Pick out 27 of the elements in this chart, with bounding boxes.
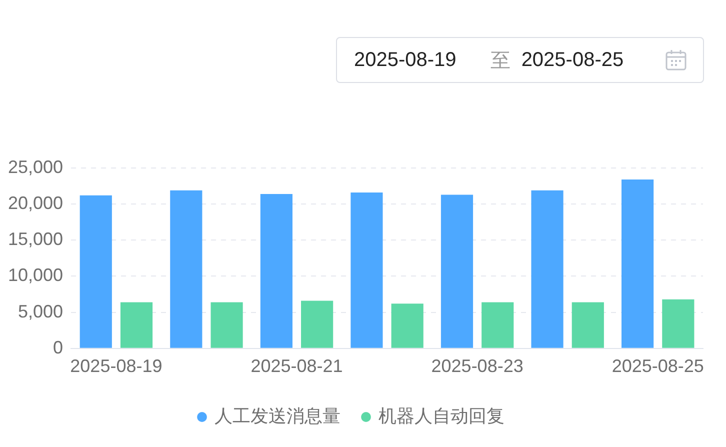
x-tick-label: 2025-08-19 (70, 356, 162, 376)
bar (350, 192, 383, 348)
y-tick-label: 15,000 (8, 229, 64, 250)
bar (391, 304, 424, 348)
bar (531, 190, 564, 348)
bar (572, 302, 604, 348)
x-tick-label: 2025-08-25 (612, 356, 704, 376)
legend-label: 人工发送消息量 (214, 406, 340, 426)
legend-label: 机器人自动回复 (378, 406, 504, 426)
y-tick-label: 0 (53, 337, 64, 358)
bar (301, 300, 334, 348)
y-tick-label: 25,000 (8, 156, 64, 177)
bar (80, 195, 112, 348)
y-tick-label: 10,000 (8, 265, 64, 286)
bar (120, 302, 153, 348)
date-range-field: 2025-08-19 至 2025-08-25 (336, 37, 704, 83)
bar (440, 194, 474, 348)
y-tick-label: 20,000 (8, 193, 64, 214)
x-tick-label: 2025-08-23 (431, 356, 524, 376)
bar (170, 190, 202, 348)
bar (482, 302, 514, 348)
bar (210, 302, 243, 348)
y-tick-label: 5,000 (18, 301, 64, 322)
bar (260, 194, 292, 348)
bar (622, 180, 654, 348)
x-tick-label: 2025-08-21 (250, 356, 343, 376)
bar (662, 299, 694, 348)
